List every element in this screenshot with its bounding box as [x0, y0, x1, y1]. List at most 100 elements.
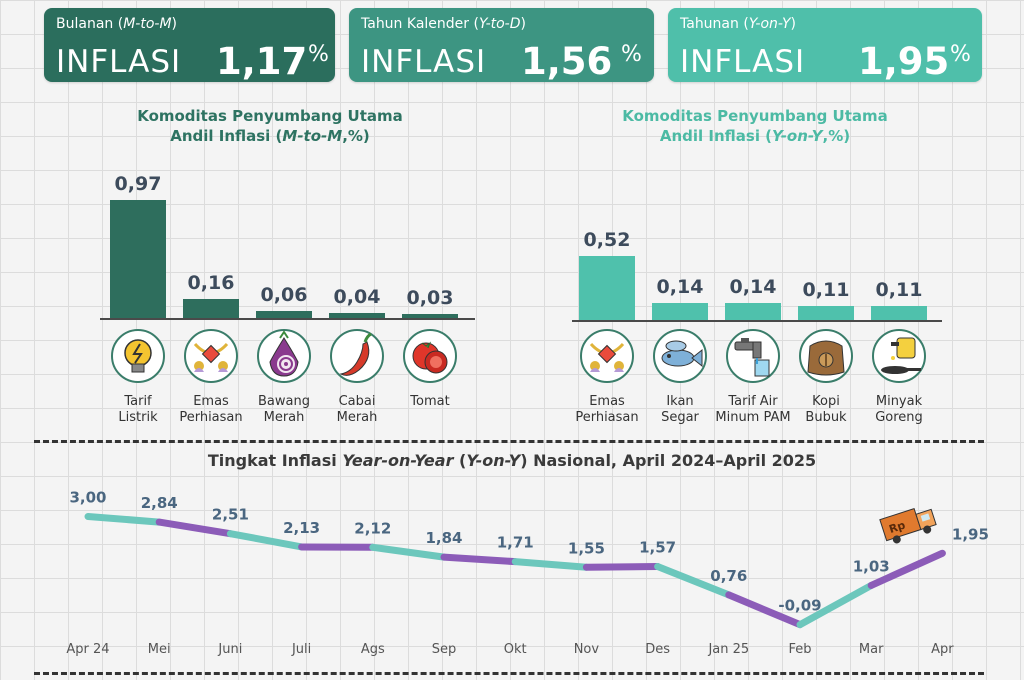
category-label: Kopi Bubuk — [805, 394, 847, 425]
line-segment — [84, 513, 163, 526]
yoy-inflation-card: Tahunan (Y-on-Y) INFLASI 1,95 % — [668, 8, 982, 83]
point-value-label: -0,09 — [778, 597, 821, 615]
card-word: INFLASI — [680, 44, 806, 80]
bar-baseline — [100, 318, 475, 320]
month-label: Okt — [504, 642, 527, 657]
bar-5 — [402, 314, 458, 318]
month-label: Mei — [148, 642, 171, 657]
point-value-label: 1,95 — [952, 525, 989, 543]
line-chart-title: Tingkat Inflasi Year-on-Year (Y-on-Y) Na… — [207, 451, 817, 470]
cooking-oil-icon — [871, 328, 927, 384]
card-label: Bulanan (M-to-M) — [56, 16, 177, 32]
bar-5 — [871, 306, 927, 320]
point-value-label: 2,13 — [283, 519, 320, 537]
month-label: Feb — [788, 642, 811, 657]
month-label: Jan 25 — [707, 642, 749, 657]
category-label: Cabai Merah — [336, 394, 378, 425]
line-segment — [725, 591, 804, 629]
month-label: Juli — [291, 642, 311, 657]
point-value-label: 2,51 — [212, 506, 249, 524]
month-label: Mar — [859, 642, 884, 657]
category-label: Ikan Segar — [661, 394, 699, 425]
bar-value-label: 0,16 — [187, 271, 235, 294]
bar-3 — [256, 310, 312, 318]
point-value-label: 2,84 — [141, 494, 178, 512]
yoy-chart-title: Komoditas Penyumbang Utama Andil Inflasi… — [622, 107, 888, 145]
month-label: Des — [645, 642, 670, 657]
month-label: Ags — [361, 642, 385, 657]
month-label: Apr — [931, 642, 954, 657]
bar-value-label: 0,11 — [802, 279, 850, 302]
card-value: 1,95 — [858, 40, 950, 83]
bar-value-label: 0,04 — [333, 286, 381, 309]
line-segment — [511, 558, 590, 571]
line-segment — [867, 549, 946, 589]
bar-1 — [110, 200, 166, 318]
fish-icon — [652, 328, 708, 384]
category-label: Tarif Listrik — [118, 394, 158, 425]
faucet-icon — [725, 328, 781, 384]
card-unit: % — [950, 42, 971, 67]
bar-4 — [798, 306, 854, 320]
line-segment — [582, 563, 662, 571]
point-value-label: 2,12 — [354, 519, 391, 537]
card-word: INFLASI — [56, 44, 182, 80]
bar-2 — [652, 302, 708, 320]
bar-3 — [725, 302, 781, 320]
category-label: Emas Perhiasan — [179, 394, 243, 425]
onion-icon — [256, 328, 312, 384]
bar-baseline — [572, 320, 942, 322]
month-label: Nov — [574, 642, 600, 657]
tomato-icon — [402, 328, 458, 384]
line-segment — [654, 563, 733, 599]
lightbulb-icon — [110, 328, 166, 384]
truck-label: Rp — [887, 518, 907, 535]
divider-bottom — [34, 672, 984, 675]
ytd-inflation-card: Tahun Kalender (Y-to-D) INFLASI 1,56 % — [349, 8, 654, 83]
bar-2 — [183, 298, 239, 318]
coffee-bag-icon — [798, 328, 854, 384]
line-segment — [796, 581, 875, 629]
chili-icon — [329, 328, 385, 384]
card-unit: % — [621, 42, 642, 67]
month-label: Sep — [432, 642, 457, 657]
bar-4 — [329, 313, 385, 318]
card-value: 1,17 — [216, 40, 308, 83]
divider-top — [34, 440, 984, 443]
point-value-label: 1,57 — [639, 539, 676, 557]
category-label: Emas Perhiasan — [575, 394, 639, 425]
mtm-chart-title: Komoditas Penyumbang Utama Andil Inflasi… — [137, 107, 403, 145]
month-label: Juni — [217, 642, 242, 657]
bar-value-label: 0,03 — [406, 287, 454, 309]
bar-value-label: 0,52 — [583, 229, 631, 251]
line-segment — [155, 518, 234, 538]
category-label: Bawang Merah — [258, 394, 310, 425]
jewelry-icon — [183, 328, 239, 384]
bar-value-label: 0,06 — [260, 283, 308, 306]
point-value-label: 1,03 — [853, 557, 890, 575]
point-value-label: 1,71 — [497, 534, 534, 552]
point-value-label: 1,55 — [568, 539, 605, 557]
card-label: Tahunan (Y-on-Y) — [680, 16, 796, 32]
card-word: INFLASI — [361, 44, 487, 80]
line-segment — [440, 553, 519, 566]
month-label: Apr 24 — [66, 642, 109, 657]
yoy-line-chart: 3,00 Apr 24 2,84 Mei 2,51 Juni 2,13 Juli 2,12 Ags… — [66, 489, 989, 658]
card-unit: % — [308, 42, 329, 67]
bar-value-label: 0,97 — [114, 173, 162, 195]
card-label: Tahun Kalender (Y-to-D) — [361, 16, 526, 32]
monthly-inflation-card: Bulanan (M-to-M) INFLASI 1,17 % — [44, 8, 335, 83]
category-label: Minyak Goreng — [875, 394, 923, 425]
bar-1 — [579, 256, 635, 320]
category-label: Tomat — [410, 394, 450, 409]
line-segment — [369, 543, 448, 561]
jewelry-icon — [579, 328, 635, 384]
card-value: 1,56 — [521, 40, 613, 83]
bar-value-label: 0,14 — [656, 275, 704, 298]
point-value-label: 0,76 — [710, 567, 747, 585]
bar-value-label: 0,14 — [729, 275, 777, 298]
point-value-label: 3,00 — [69, 489, 106, 507]
bar-value-label: 0,11 — [875, 279, 923, 302]
truck-icon: Rp — [879, 507, 937, 544]
point-value-label: 1,84 — [425, 529, 462, 547]
